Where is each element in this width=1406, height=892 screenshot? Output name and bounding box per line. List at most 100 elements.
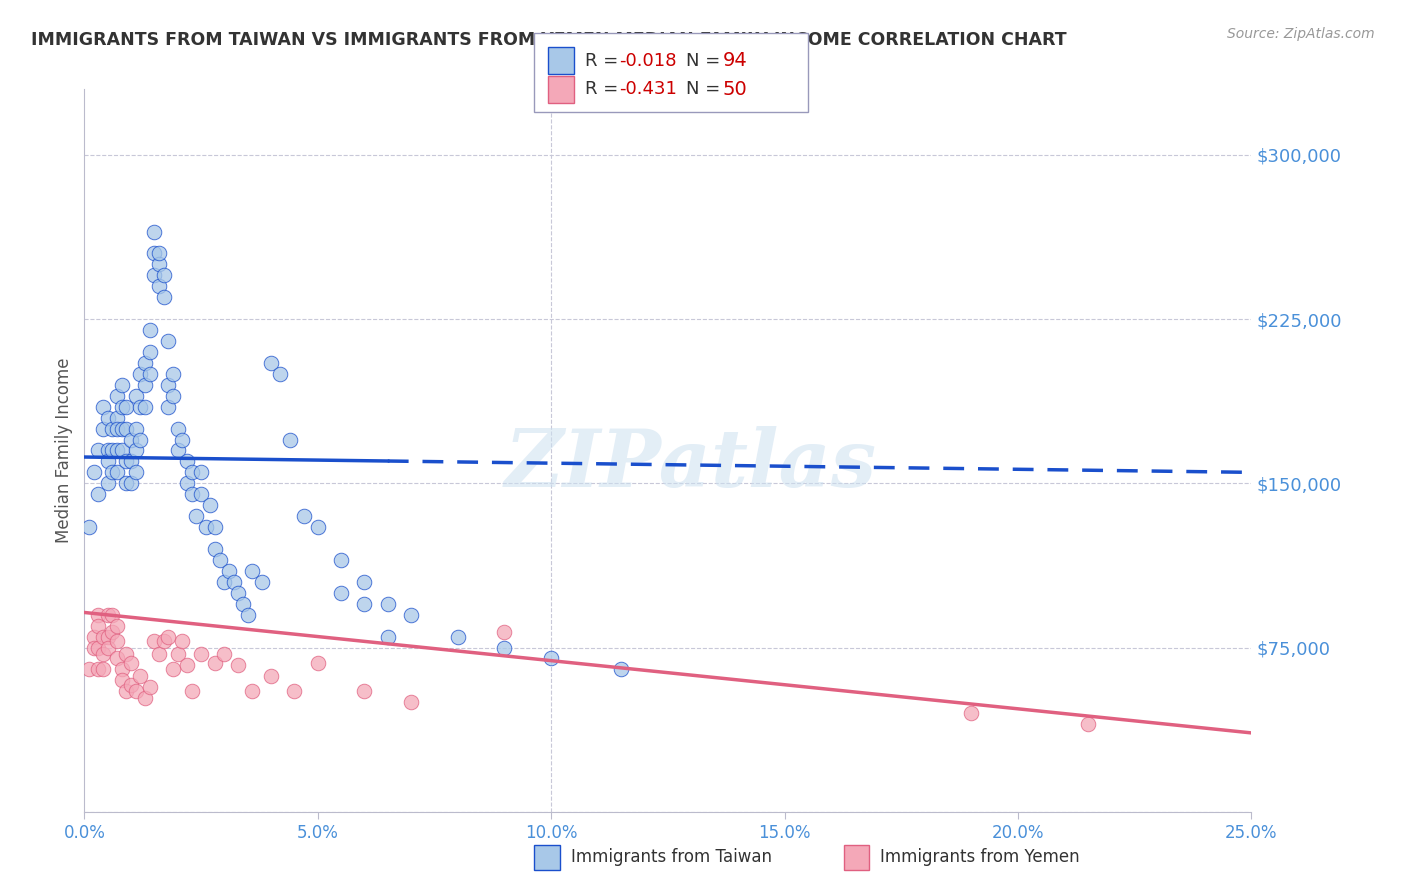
Point (111, 443, 134, 458)
Text: IMMIGRANTS FROM TAIWAN VS IMMIGRANTS FROM YEMEN MEDIAN FAMILY INCOME CORRELATION: IMMIGRANTS FROM TAIWAN VS IMMIGRANTS FRO… (31, 31, 1067, 49)
Point (148, 246, 170, 260)
Text: -0.431: -0.431 (619, 80, 676, 98)
Point (101, 607, 124, 622)
Point (242, 564, 264, 578)
Point (218, 564, 240, 578)
Point (176, 658, 198, 673)
Point (101, 466, 124, 480)
Point (97, 410, 120, 425)
Point (105, 410, 128, 425)
Text: Immigrants from Yemen: Immigrants from Yemen (880, 848, 1080, 866)
Point (260, 356, 283, 370)
Text: 50: 50 (723, 79, 748, 99)
Y-axis label: Median Family Income: Median Family Income (55, 358, 73, 543)
Point (120, 656, 142, 670)
Point (83, 466, 105, 480)
Point (157, 334, 180, 348)
Point (204, 656, 226, 670)
Point (283, 684, 305, 698)
Point (115, 647, 138, 661)
Point (120, 454, 142, 468)
Point (157, 377, 180, 392)
Point (143, 268, 166, 283)
Point (307, 656, 329, 670)
Point (77, 520, 100, 534)
Point (307, 520, 329, 534)
Point (157, 630, 180, 644)
Point (97, 476, 120, 491)
Point (278, 433, 301, 447)
Point (125, 443, 148, 458)
Point (125, 684, 148, 698)
Point (214, 647, 236, 661)
Point (353, 574, 375, 589)
Point (377, 597, 399, 611)
Point (399, 607, 422, 622)
Point (101, 625, 124, 640)
Point (129, 669, 152, 683)
Point (194, 520, 217, 534)
Text: R =: R = (585, 52, 624, 70)
Point (186, 509, 208, 524)
Point (87, 618, 110, 632)
Point (176, 476, 198, 491)
Point (87, 662, 110, 676)
Point (138, 367, 160, 381)
Point (222, 574, 245, 589)
Text: 94: 94 (723, 51, 748, 70)
Point (330, 586, 353, 600)
Point (162, 367, 184, 381)
Point (91, 630, 114, 644)
Text: N =: N = (686, 52, 725, 70)
Point (236, 607, 259, 622)
Point (120, 476, 142, 491)
Point (101, 443, 124, 458)
Point (134, 377, 156, 392)
Point (91, 400, 114, 414)
Point (228, 658, 250, 673)
Point (143, 634, 166, 648)
Point (269, 367, 291, 381)
Point (105, 421, 128, 435)
Text: R =: R = (585, 80, 624, 98)
Point (180, 466, 202, 480)
Point (166, 647, 188, 661)
Point (143, 246, 166, 260)
Point (172, 433, 194, 447)
Point (105, 618, 128, 632)
Point (162, 662, 184, 676)
Point (214, 574, 236, 589)
Point (399, 695, 422, 709)
Point (83, 640, 105, 655)
Point (105, 466, 128, 480)
Point (330, 553, 353, 567)
Point (91, 662, 114, 676)
Point (87, 607, 110, 622)
Point (166, 421, 188, 435)
Text: Immigrants from Taiwan: Immigrants from Taiwan (571, 848, 772, 866)
Point (111, 673, 134, 688)
Point (353, 597, 375, 611)
Point (111, 662, 134, 676)
Point (152, 268, 174, 283)
Point (540, 651, 562, 665)
Point (260, 669, 283, 683)
Point (134, 356, 156, 370)
Point (242, 684, 264, 698)
Point (87, 640, 110, 655)
Point (115, 454, 138, 468)
Point (105, 443, 128, 458)
Point (111, 377, 134, 392)
Point (377, 630, 399, 644)
Point (138, 345, 160, 359)
Point (115, 476, 138, 491)
Point (152, 290, 174, 304)
Point (494, 640, 516, 655)
Point (494, 625, 516, 640)
Text: ZIPatlas: ZIPatlas (505, 426, 877, 504)
Point (87, 487, 110, 501)
Point (204, 520, 226, 534)
Point (129, 367, 152, 381)
Point (91, 421, 114, 435)
Point (77, 662, 100, 676)
